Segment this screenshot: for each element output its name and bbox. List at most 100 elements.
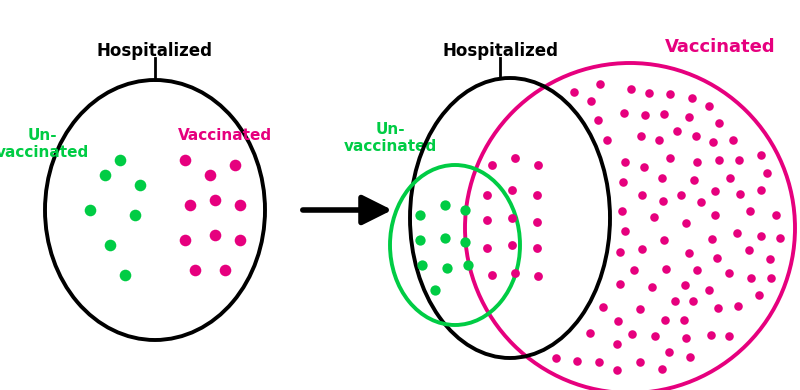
Point bbox=[438, 235, 451, 241]
Point bbox=[617, 179, 630, 185]
Point bbox=[704, 332, 717, 338]
Point bbox=[610, 366, 623, 372]
Point bbox=[684, 354, 697, 360]
Point bbox=[614, 249, 626, 255]
Point bbox=[118, 272, 131, 278]
Point bbox=[458, 239, 471, 245]
Point bbox=[690, 133, 702, 139]
Point bbox=[679, 220, 692, 226]
Point bbox=[634, 359, 646, 365]
Point bbox=[761, 170, 774, 176]
Point bbox=[754, 233, 767, 239]
Text: Vaccinated: Vaccinated bbox=[665, 38, 775, 56]
Point bbox=[763, 256, 776, 262]
Point bbox=[687, 177, 700, 183]
Point bbox=[638, 163, 650, 170]
Point bbox=[753, 292, 766, 298]
Point bbox=[203, 172, 216, 178]
Point bbox=[530, 219, 543, 225]
Point bbox=[486, 162, 498, 168]
Point bbox=[702, 103, 715, 109]
Point bbox=[462, 262, 474, 268]
Point bbox=[730, 230, 743, 236]
Point bbox=[568, 89, 581, 95]
Point bbox=[636, 246, 649, 252]
Point bbox=[731, 302, 744, 308]
Point bbox=[481, 217, 494, 223]
Point bbox=[769, 212, 782, 218]
Point bbox=[531, 162, 544, 168]
Point bbox=[634, 305, 646, 312]
Point bbox=[583, 330, 596, 336]
Point bbox=[184, 202, 197, 208]
Point bbox=[691, 159, 704, 165]
Point bbox=[647, 214, 660, 220]
Point bbox=[664, 155, 677, 161]
Point bbox=[668, 298, 681, 304]
Point bbox=[686, 95, 698, 101]
Point bbox=[657, 198, 670, 204]
Point bbox=[636, 192, 649, 199]
Point bbox=[481, 192, 494, 198]
Point bbox=[178, 157, 191, 163]
Point bbox=[743, 247, 756, 254]
Point bbox=[438, 202, 451, 208]
Point bbox=[506, 242, 518, 248]
Point bbox=[618, 228, 631, 234]
Text: Hospitalized: Hospitalized bbox=[442, 42, 558, 60]
Point bbox=[656, 175, 669, 181]
Point bbox=[414, 212, 426, 218]
Point bbox=[733, 157, 746, 163]
Point bbox=[614, 281, 626, 287]
Point bbox=[634, 133, 647, 139]
Point bbox=[234, 202, 246, 208]
Point bbox=[702, 287, 715, 294]
Point bbox=[723, 269, 736, 276]
Point bbox=[104, 242, 117, 248]
Point bbox=[686, 298, 699, 305]
Text: Un-
vaccinated: Un- vaccinated bbox=[343, 122, 437, 154]
Point bbox=[530, 192, 543, 198]
Text: Vaccinated: Vaccinated bbox=[178, 128, 272, 143]
Point bbox=[754, 151, 767, 158]
Point bbox=[234, 237, 246, 243]
Point bbox=[674, 192, 687, 199]
Point bbox=[189, 267, 202, 273]
Point bbox=[682, 113, 695, 120]
Point bbox=[646, 284, 658, 291]
Point bbox=[678, 317, 690, 323]
Point bbox=[713, 156, 726, 163]
Point bbox=[706, 236, 719, 243]
Point bbox=[506, 215, 518, 221]
Text: Hospitalized: Hospitalized bbox=[97, 42, 213, 60]
Point bbox=[764, 275, 777, 281]
Text: Un-
vaccinated: Un- vaccinated bbox=[0, 128, 89, 160]
Point bbox=[611, 317, 624, 324]
Point bbox=[600, 137, 613, 144]
Point bbox=[655, 365, 668, 372]
Point bbox=[658, 317, 671, 323]
Point bbox=[209, 232, 222, 238]
Point bbox=[711, 305, 724, 311]
Point bbox=[625, 86, 638, 92]
Point bbox=[710, 255, 723, 261]
Point bbox=[178, 237, 191, 243]
Point bbox=[481, 245, 494, 251]
Point bbox=[670, 128, 683, 134]
Point bbox=[506, 187, 518, 193]
Point bbox=[642, 90, 655, 96]
Point bbox=[706, 139, 719, 145]
Point bbox=[218, 267, 231, 273]
Point bbox=[129, 212, 142, 218]
Point bbox=[531, 273, 544, 279]
Point bbox=[754, 187, 767, 193]
Point bbox=[774, 235, 786, 241]
Point bbox=[664, 91, 677, 98]
Point bbox=[458, 207, 471, 213]
Point bbox=[658, 111, 670, 117]
Point bbox=[694, 199, 707, 205]
Point bbox=[550, 355, 562, 361]
Point bbox=[618, 110, 630, 116]
Point bbox=[690, 266, 703, 273]
Point bbox=[628, 267, 641, 273]
